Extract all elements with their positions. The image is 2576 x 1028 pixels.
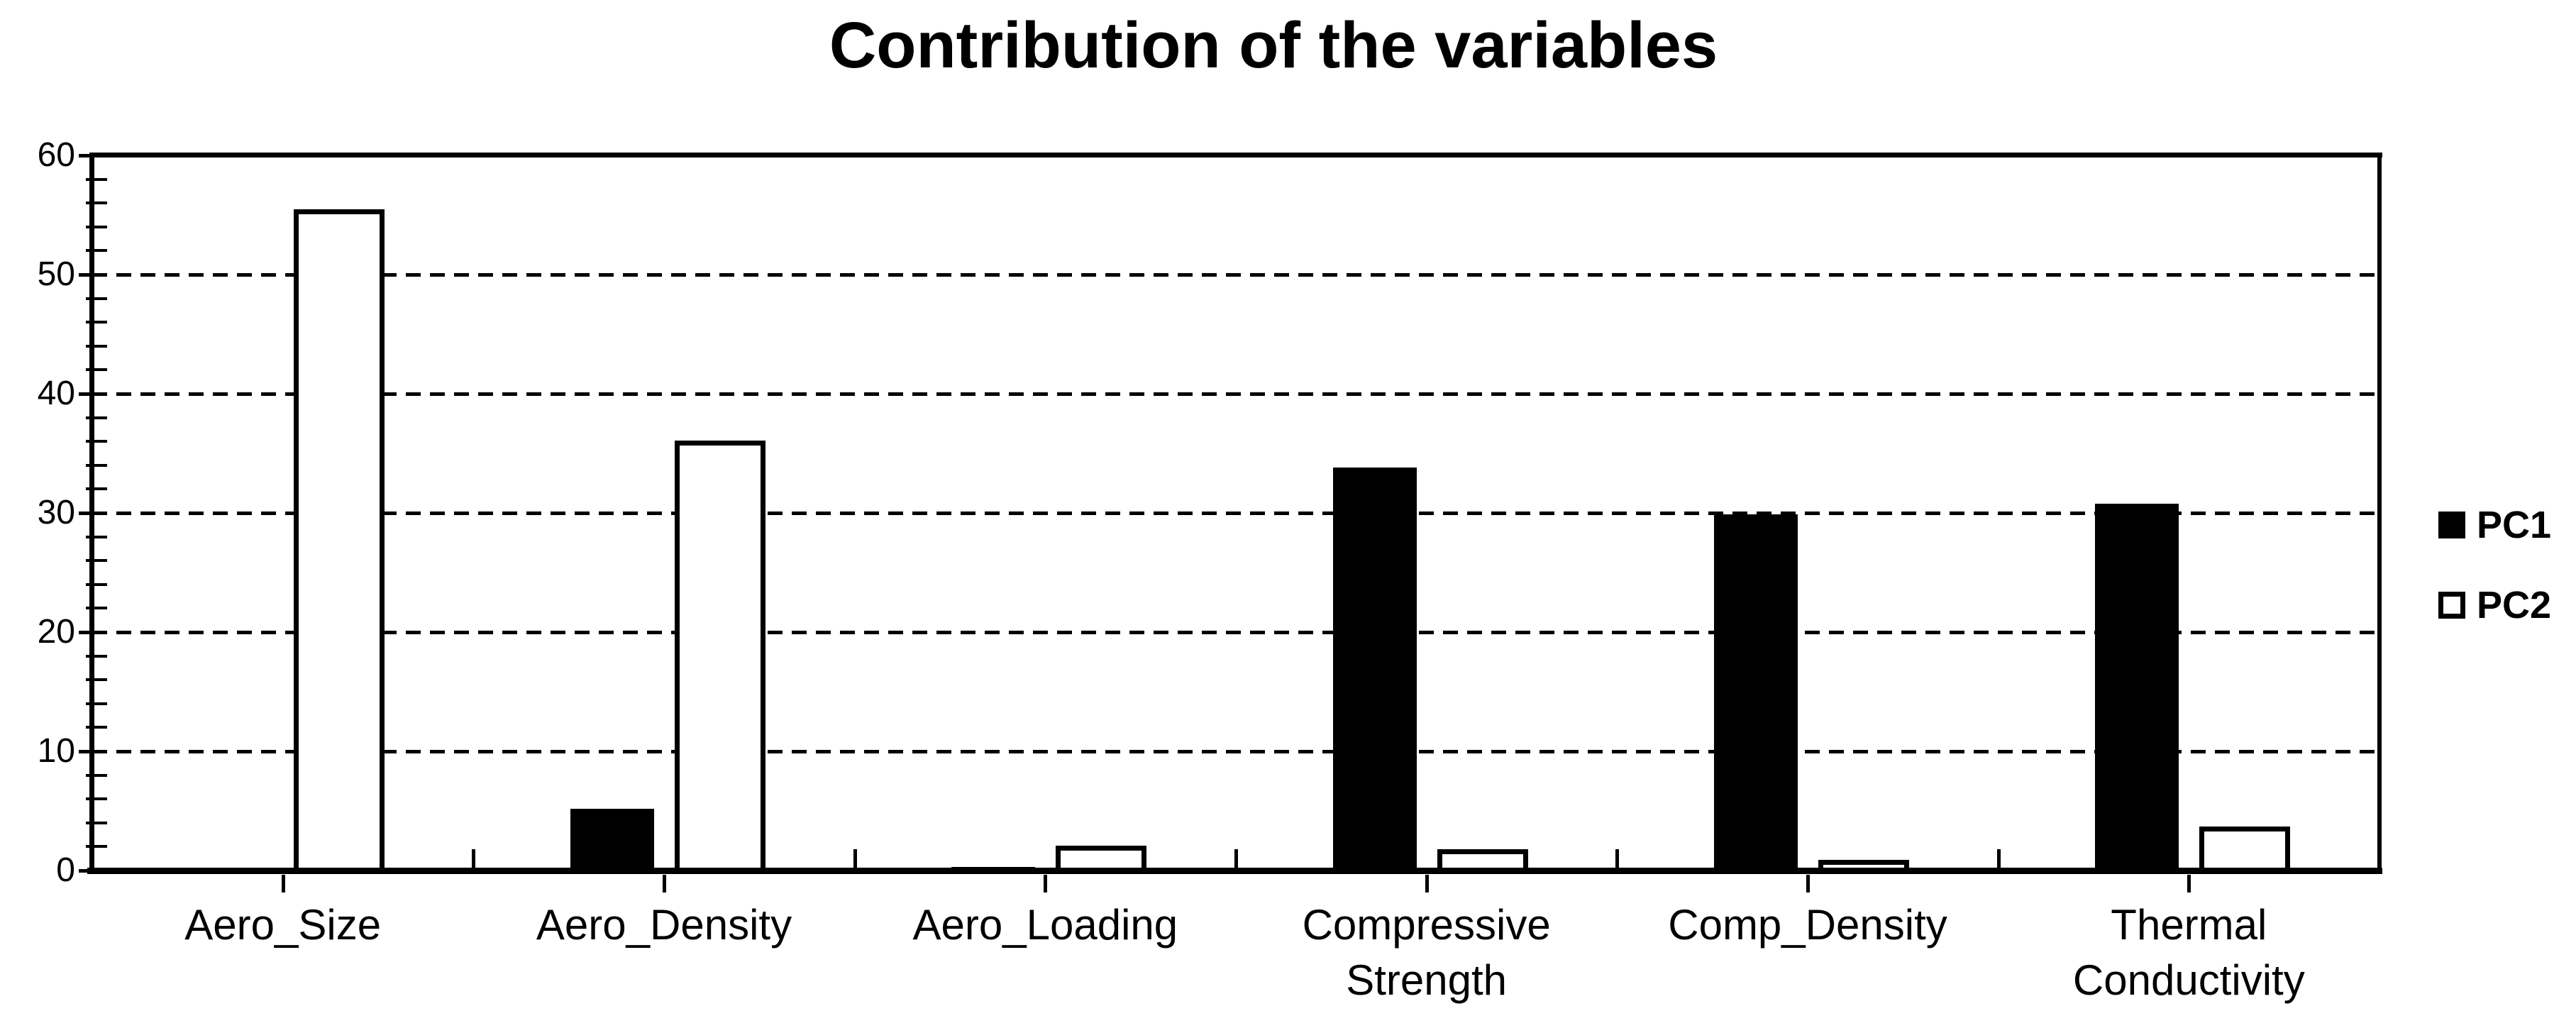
y-major-tick-30 [79,512,94,515]
y-minor-tick-42 [86,368,107,372]
legend-item-pc2: PC2 [2438,585,2551,625]
y-tick-label-60: 60 [37,136,75,174]
x-category-label-comp-density: Comp_Density [1668,901,1947,949]
y-tick-label-40: 40 [37,375,75,412]
chart-title: Contribution of the variables [829,9,1718,82]
y-minor-tick-24 [86,582,107,586]
y-major-tick-40 [79,392,94,396]
y-minor-tick-14 [86,702,107,705]
y-minor-tick-26 [86,559,107,563]
x-axis-line [87,868,2382,874]
y-minor-tick-34 [86,463,107,467]
x-boundary-tick-3 [1234,849,1238,868]
y-minor-tick-54 [86,225,107,228]
y-tick-label-50: 50 [37,255,75,293]
y-tick-label-10: 10 [37,732,75,770]
y-minor-tick-6 [86,797,107,801]
y-minor-tick-2 [86,845,107,849]
y-minor-tick-38 [86,416,107,419]
y-minor-tick-18 [86,654,107,658]
legend-swatch-pc1 [2438,512,2465,538]
y-minor-tick-48 [86,297,107,300]
gridline-10 [92,750,2379,753]
y-major-tick-20 [79,631,94,634]
bar-pc1-comp-density [1714,514,1798,873]
y-minor-tick-52 [86,249,107,253]
bar-pc2-aero-density [675,440,765,873]
plot-border-right [2377,153,2382,873]
x-boundary-tick-4 [1615,849,1620,868]
y-minor-tick-36 [86,440,107,443]
x-center-tick-comp-density [1806,875,1810,892]
x-boundary-tick-1 [472,849,476,868]
legend-swatch-pc2 [2438,592,2465,619]
legend-label-pc1: PC1 [2477,504,2552,546]
gridline-40 [92,392,2379,396]
x-center-tick-aero-loading [1044,875,1048,892]
plot-border-top [90,153,2382,157]
bar-pc2-thermal-conductivity [2199,826,2291,873]
y-tick-label-30: 30 [37,494,75,531]
x-category-label-compressive-strength: Compressive Strength [1302,901,1551,1004]
y-minor-tick-56 [86,201,107,205]
x-category-label-thermal-conductivity: Thermal Conductivity [2072,901,2305,1004]
y-minor-tick-16 [86,678,107,682]
y-minor-tick-22 [86,607,107,610]
legend-label-pc2: PC2 [2477,584,2552,626]
y-minor-tick-32 [86,487,107,491]
x-center-tick-thermal-conductivity [2187,875,2191,892]
y-major-tick-50 [79,273,94,277]
x-boundary-tick-2 [853,849,857,868]
x-category-label-aero-size: Aero_Size [184,901,382,949]
y-major-tick-10 [79,750,94,753]
bar-pc1-compressive-strength [1332,468,1417,873]
x-center-tick-aero-density [663,875,666,892]
legend-item-pc1: PC1 [2438,505,2551,545]
bar-pc1-thermal-conductivity [2095,503,2179,873]
x-center-tick-compressive-strength [1425,875,1429,892]
y-minor-tick-44 [86,344,107,348]
y-minor-tick-46 [86,321,107,324]
x-category-label-aero-density: Aero_Density [536,901,792,949]
legend: PC1 PC2 [2438,505,2551,665]
y-minor-tick-12 [86,726,107,729]
y-minor-tick-28 [86,535,107,538]
y-minor-tick-4 [86,821,107,824]
y-major-tick-0 [79,869,94,873]
x-category-label-aero-loading: Aero_Loading [912,901,1178,949]
y-major-tick-60 [79,154,94,157]
bar-pc1-aero-density [570,808,654,873]
x-boundary-tick-5 [1996,849,2001,868]
x-center-tick-aero-size [281,875,285,892]
gridline-30 [92,512,2379,515]
y-minor-tick-58 [86,177,107,181]
y-tick-label-20: 20 [37,613,75,651]
gridline-50 [92,273,2379,277]
gridline-20 [92,631,2379,634]
y-minor-tick-8 [86,773,107,777]
bar-pc2-aero-size [293,209,385,873]
y-tick-label-0: 0 [56,851,75,889]
